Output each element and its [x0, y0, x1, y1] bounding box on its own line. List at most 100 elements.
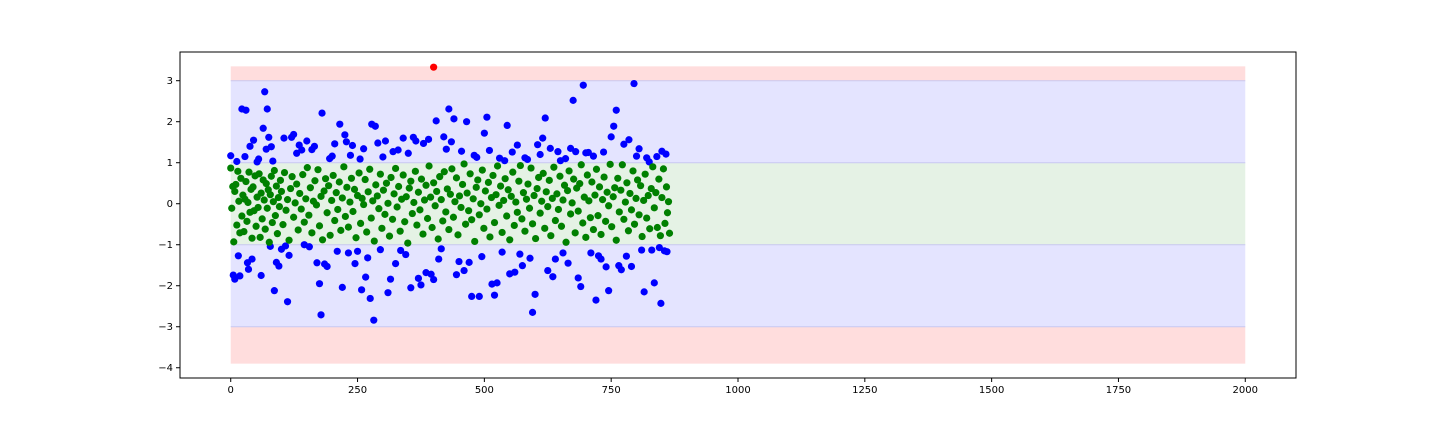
- data-point: [413, 221, 421, 229]
- data-point: [568, 199, 576, 207]
- data-point: [659, 165, 668, 173]
- data-point: [443, 185, 451, 193]
- data-point: [249, 183, 257, 191]
- data-point: [638, 232, 646, 241]
- data-point: [416, 206, 424, 214]
- data-point: [477, 200, 485, 208]
- data-point: [627, 262, 636, 271]
- data-point: [378, 224, 386, 232]
- data-point: [408, 209, 416, 218]
- data-point: [344, 249, 353, 257]
- data-point: [574, 207, 582, 215]
- data-point: [367, 214, 375, 222]
- data-point: [498, 228, 506, 237]
- data-point: [277, 187, 286, 196]
- data-point: [615, 208, 623, 216]
- data-point: [547, 232, 555, 240]
- data-point: [500, 196, 508, 205]
- data-point: [427, 270, 435, 278]
- data-point: [394, 146, 402, 154]
- data-point: [538, 197, 546, 205]
- data-point: [290, 130, 298, 139]
- data-point: [228, 204, 236, 212]
- data-point: [245, 168, 253, 176]
- data-point: [244, 265, 253, 273]
- data-point: [281, 242, 290, 250]
- data-point: [370, 316, 378, 324]
- data-point: [240, 228, 248, 236]
- data-point: [370, 237, 378, 245]
- data-point: [320, 187, 328, 195]
- data-point: [282, 206, 290, 214]
- data-point: [486, 233, 494, 241]
- data-point: [283, 196, 292, 204]
- data-point: [433, 187, 441, 196]
- data-point: [351, 259, 359, 268]
- data-point: [638, 246, 646, 254]
- data-point: [366, 165, 374, 173]
- data-point: [595, 183, 604, 191]
- data-point: [661, 219, 669, 228]
- data-point: [376, 246, 384, 254]
- data-point: [266, 191, 274, 199]
- data-point: [503, 121, 511, 130]
- data-point: [305, 211, 313, 219]
- data-point: [592, 165, 601, 173]
- data-point: [518, 262, 527, 270]
- data-point: [632, 194, 640, 202]
- data-point: [234, 167, 242, 175]
- y-tick-label: 3: [167, 76, 173, 87]
- data-point: [373, 192, 381, 200]
- data-point: [609, 193, 617, 201]
- data-point: [298, 146, 306, 154]
- data-point: [280, 168, 289, 177]
- data-point: [664, 198, 673, 206]
- data-point: [388, 215, 397, 223]
- data-point: [620, 140, 628, 148]
- data-point: [317, 192, 325, 200]
- data-point: [404, 239, 412, 247]
- data-point: [658, 193, 666, 202]
- data-point: [610, 122, 618, 130]
- data-point: [465, 207, 473, 215]
- data-point: [335, 178, 343, 186]
- data-point: [241, 152, 249, 161]
- data-point: [582, 233, 590, 241]
- data-point: [521, 227, 529, 235]
- data-point: [280, 134, 288, 142]
- data-point: [574, 274, 582, 282]
- data-point: [344, 223, 353, 231]
- data-point: [655, 175, 663, 183]
- data-point: [283, 298, 292, 306]
- data-point: [452, 174, 461, 182]
- data-point: [511, 268, 519, 276]
- data-point: [261, 88, 269, 96]
- data-point: [448, 165, 456, 173]
- data-point: [587, 249, 595, 257]
- data-point: [526, 254, 534, 262]
- data-point: [508, 148, 516, 156]
- data-point: [544, 202, 552, 211]
- data-point: [445, 105, 453, 113]
- data-point: [259, 124, 267, 132]
- data-point: [331, 216, 339, 225]
- data-point: [478, 253, 486, 261]
- data-point: [342, 138, 350, 146]
- data-point: [374, 139, 382, 147]
- data-point: [257, 271, 265, 280]
- data-point: [338, 194, 346, 202]
- data-point: [522, 195, 531, 203]
- data-point: [391, 164, 400, 173]
- data-point: [458, 180, 467, 189]
- data-point: [318, 236, 327, 244]
- data-point: [541, 114, 549, 122]
- data-point: [341, 212, 349, 221]
- data-point: [430, 275, 438, 284]
- data-point: [269, 198, 277, 206]
- data-point: [417, 281, 425, 289]
- data-point: [375, 205, 383, 213]
- data-point: [663, 248, 671, 256]
- data-point: [271, 212, 279, 220]
- data-point: [503, 212, 511, 220]
- data-point: [440, 133, 448, 141]
